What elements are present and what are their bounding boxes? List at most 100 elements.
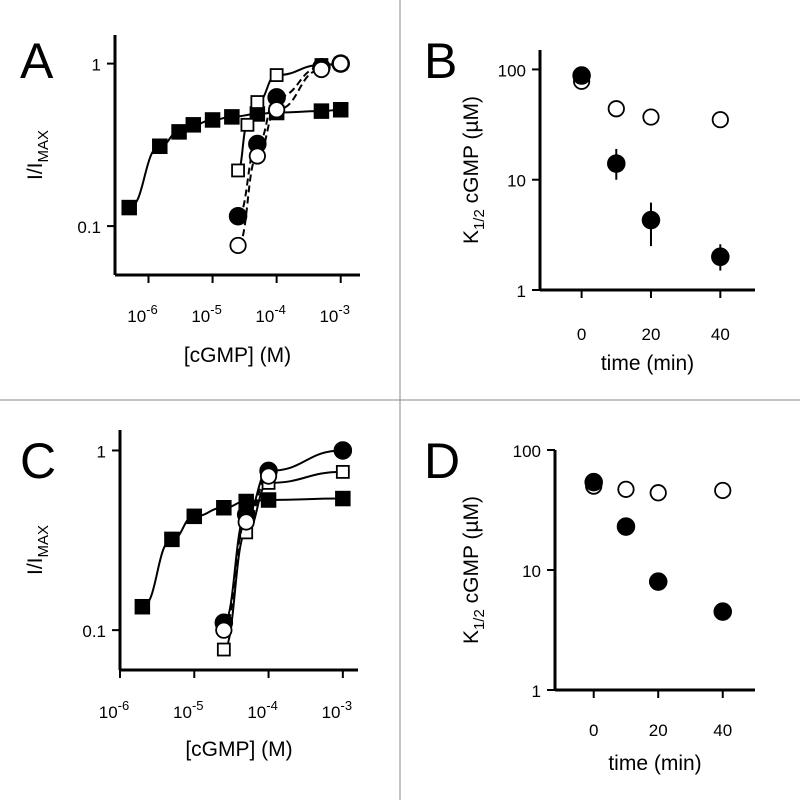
panel-d-point-filled-circle [584, 472, 603, 492]
panel-a-xtick-exp: -6 [146, 302, 158, 317]
panel-b-xtick-label: 0 [577, 325, 586, 344]
panel-c-point-filled-square [216, 499, 232, 516]
panel-label-d: D [424, 433, 460, 489]
panel-c-series-filled-square [134, 490, 351, 615]
panel-b-y-axis-title-rest: cGMP (µM) [460, 96, 483, 209]
panel-d-ytick-label: 10 [522, 562, 541, 581]
panel-c-point-open-circle [215, 621, 233, 639]
panel-a-ytick-label: 0.1 [77, 218, 101, 237]
panel-d-ytick-label: 1 [532, 682, 541, 701]
panel-a-xtick-label: 10-5 [191, 302, 221, 326]
panel-a-y-axis-title-main: I/I [24, 163, 47, 181]
panel-a-point-open-circle [229, 236, 247, 255]
panel-a-y-axis-title-sub: MAX [35, 130, 52, 163]
panel-c-series-open-circle [215, 467, 278, 639]
panel-d-point-filled-circle [648, 572, 668, 591]
panel-a-xtick-exp: -4 [274, 302, 286, 317]
panel-d-plot: 1 10 100 0 20 40 time (min) K1/2 cGMP (µM) [460, 442, 755, 775]
panel-label-a: A [20, 33, 54, 89]
panel-c-fit-curve [222, 449, 343, 624]
panel-label-c: C [20, 433, 56, 489]
panel-c-xtick-base: 10 [173, 703, 192, 722]
panel-d-point-filled-circle [616, 517, 636, 536]
panel-d-xtick-label: 20 [649, 721, 668, 740]
panel-c-xtick-base: 10 [99, 703, 118, 722]
panel-a-xtick-base: 10 [319, 307, 338, 326]
panel-b-point-open-circle [711, 111, 729, 129]
panel-b-y-axis-title-main: K [460, 230, 483, 244]
panel-a-y-axis-title: I/IMAX [24, 130, 52, 180]
panel-a-point-open-square [250, 95, 265, 109]
panel-a-xtick-base: 10 [255, 307, 274, 326]
panel-c-point-filled-circle [333, 441, 353, 460]
panel-b-ytick-label: 100 [498, 61, 526, 80]
panel-a-point-open-square [269, 68, 284, 82]
panel-a-point-filled-square [152, 138, 168, 155]
panel-d-y-axis-title-rest: cGMP (µM) [460, 496, 483, 609]
panel-c-y-axis-title: I/IMAX [24, 525, 52, 575]
panel-label-b: B [424, 33, 457, 89]
panel-c-xtick-exp: -6 [118, 698, 130, 713]
panel-b-series-open-circle [573, 72, 729, 129]
panel-a-point-filled-square [332, 102, 349, 118]
panel-d-y-axis-title-sub: 1/2 [471, 609, 488, 630]
panel-c-xtick-label: 10-4 [247, 698, 277, 722]
panel-b-point-open-circle [642, 108, 660, 126]
panel-a-point-filled-square [171, 124, 187, 140]
panel-c-xtick-label: 10-5 [173, 698, 203, 722]
panel-c-fit-curve [222, 470, 343, 651]
panel-b-point-open-circle [607, 100, 625, 118]
panel-b-point-filled-circle [572, 66, 591, 85]
panel-a-point-open-circle [268, 101, 286, 119]
panel-c-point-filled-square [164, 531, 180, 548]
panel-b-series-filled-circle [572, 66, 730, 271]
panel-d-point-open-circle [617, 480, 635, 498]
panel-b-plot: 1 10 100 0 20 40 time (min) K1/2 cGMP (µM) [460, 50, 755, 375]
panel-a-xtick-exp: -5 [210, 302, 222, 317]
panel-a-point-filled-square [185, 117, 202, 133]
panel-c-point-open-square [335, 464, 350, 479]
panel-c-point-open-square [216, 642, 231, 657]
panel-a-point-open-square [240, 117, 255, 132]
panel-a-point-open-square [231, 163, 245, 178]
panel-d-y-axis-title: K1/2 cGMP (µM) [460, 496, 488, 644]
panel-d-point-open-circle [714, 481, 732, 500]
panel-c-xtick-label: 10-3 [322, 698, 352, 722]
panel-a-point-filled-square [313, 103, 330, 119]
panel-a-xtick-label: 10-6 [127, 302, 157, 326]
panel-a-point-open-circle [248, 147, 266, 165]
panel-b-ytick-label: 1 [517, 282, 526, 301]
panel-c-point-filled-square [260, 492, 277, 508]
panel-a-xtick-exp: -3 [338, 302, 350, 317]
panel-b-xtick-label: 40 [711, 325, 730, 344]
panel-a-point-filled-square [204, 112, 221, 128]
panel-a-x-axis-title: [cGMP] (M) [184, 344, 291, 367]
panel-b-xtick-label: 20 [642, 325, 661, 344]
panel-c-ytick-label: 1 [97, 442, 106, 461]
panel-b-y-axis-title: K1/2 cGMP (µM) [460, 96, 488, 244]
panel-a-point-filled-circle [228, 206, 248, 226]
panel-c-x-axis-title: [cGMP] (M) [185, 738, 292, 761]
panel-c-ytick-label: 0.1 [82, 622, 106, 641]
panel-c-point-filled-square [186, 508, 203, 525]
panel-a-xtick-base: 10 [127, 307, 146, 326]
panel-a-series-open-circle [229, 55, 350, 255]
panel-c-point-open-circle [259, 467, 278, 485]
panel-b-x-axis-title: time (min) [601, 352, 694, 375]
panel-d-xtick-label: 0 [589, 721, 598, 740]
panel-c-xtick-exp: -4 [266, 698, 278, 713]
panel-d-point-open-circle [649, 484, 667, 502]
panel-b-ytick-label: 10 [507, 172, 526, 191]
panel-c-y-axis-title-main: I/I [24, 558, 47, 576]
panel-c-y-axis-title-sub: MAX [35, 525, 52, 558]
panel-d-y-axis-title-main: K [460, 630, 483, 644]
panel-b-point-filled-circle [607, 154, 626, 173]
panel-a-ytick-label: 1 [92, 56, 101, 75]
panel-c-xtick-label: 10-6 [99, 698, 129, 722]
panel-a-xtick-label: 10-4 [255, 302, 285, 326]
panel-c-point-filled-square [335, 490, 351, 507]
panel-a-point-open-circle [312, 60, 331, 79]
panel-d-series-filled-circle [584, 472, 732, 621]
